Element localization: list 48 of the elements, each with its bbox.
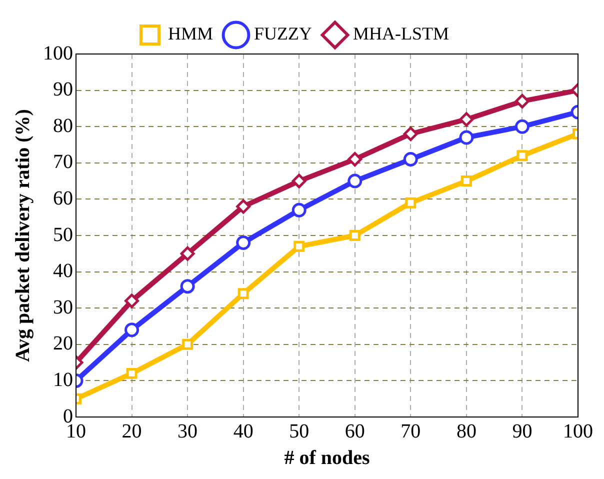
point — [236, 199, 251, 214]
x-tick-label: 20 — [122, 420, 142, 442]
y-axis-title: Avg packet delivery ratio (%) — [12, 109, 34, 362]
point — [459, 112, 474, 127]
legend-label: MHA-LSTM — [353, 24, 450, 44]
point — [124, 294, 140, 308]
point — [460, 176, 472, 187]
point — [514, 94, 530, 108]
y-tick-label: 50 — [53, 224, 73, 246]
x-tick-label: 70 — [400, 420, 421, 442]
y-tick-label: 100 — [43, 42, 73, 64]
y-tick-label: 60 — [53, 187, 73, 210]
point — [292, 202, 306, 218]
x-axis-title: # of nodes — [284, 447, 370, 470]
y-tick-label: 90 — [53, 78, 73, 101]
point — [348, 174, 362, 188]
x-tick-label: 90 — [512, 420, 532, 442]
point — [516, 150, 528, 162]
point — [124, 322, 140, 338]
point — [292, 174, 306, 188]
x-tick-label: 30 — [178, 420, 198, 442]
point — [294, 240, 305, 252]
y-tick-label: 80 — [53, 114, 73, 137]
x-tick-label: 80 — [456, 420, 476, 442]
legend-label: FUZZY — [254, 24, 312, 44]
point — [405, 197, 416, 208]
point — [180, 246, 195, 261]
y-tick-label: 40 — [53, 260, 73, 282]
x-tick-label: 40 — [233, 420, 254, 442]
point — [459, 130, 474, 145]
point — [238, 288, 249, 300]
point — [236, 236, 251, 250]
y-tick-label: 10 — [53, 368, 73, 391]
x-tick-label: 100 — [563, 420, 593, 442]
point — [126, 368, 138, 379]
point — [403, 152, 418, 167]
point — [514, 119, 530, 134]
x-tick-label: 50 — [289, 420, 310, 442]
y-tick-label: 70 — [53, 151, 73, 174]
point — [348, 152, 362, 167]
x-tick-label: 60 — [344, 420, 365, 442]
legend-label: HMM — [168, 24, 214, 44]
point — [180, 279, 195, 294]
y-tick-label: 20 — [53, 332, 73, 355]
y-tick-label: 30 — [53, 296, 73, 318]
point — [182, 338, 194, 350]
point — [403, 126, 418, 142]
point — [349, 230, 360, 241]
